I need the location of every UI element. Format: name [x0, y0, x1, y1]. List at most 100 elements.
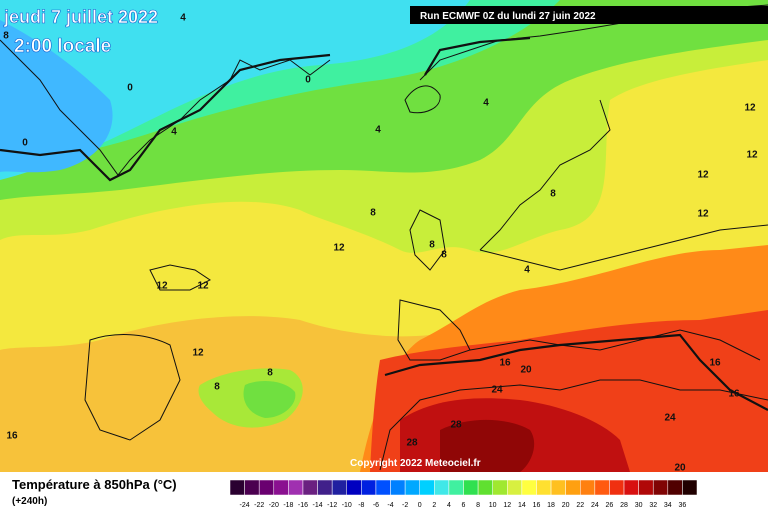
contour-label: 28	[406, 438, 418, 449]
scale-swatch	[492, 479, 508, 496]
run-banner	[410, 6, 768, 24]
scale-label: -24	[240, 502, 250, 509]
scale-swatch	[609, 479, 625, 496]
legend-title: Température à 850hPa (°C)	[12, 477, 177, 492]
scale-swatch	[652, 479, 669, 496]
scale-label: 14	[518, 502, 526, 509]
contour-label: 12	[697, 170, 709, 181]
contour-label: 12	[197, 281, 209, 292]
scale-label: -22	[254, 502, 264, 509]
scale-swatch	[463, 479, 479, 496]
forecast-time: 2:00 locale	[14, 36, 111, 57]
contour-label: 24	[491, 385, 503, 396]
copyright: Copyright 2022 Meteociel.fr	[350, 458, 481, 469]
scale-swatch	[375, 479, 391, 496]
contour-label: 8	[370, 208, 376, 219]
contour-label: 0	[305, 75, 311, 86]
scale-label: 30	[635, 502, 643, 509]
scale-swatch	[273, 479, 289, 496]
contour-label: 0	[127, 83, 133, 94]
scale-swatch	[244, 479, 260, 496]
scale-swatch	[288, 479, 304, 496]
scale-swatch	[419, 479, 435, 496]
contour-label: 12	[156, 281, 168, 292]
scale-label: 4	[447, 502, 451, 509]
scale-label: 16	[533, 502, 541, 509]
scale-label: 0	[418, 502, 422, 509]
contour-label: 8	[3, 31, 9, 42]
contour-label: 28	[450, 420, 462, 431]
scale-label: -4	[387, 502, 393, 509]
contour-label: 4	[171, 127, 177, 138]
contour-label: 16	[6, 431, 18, 442]
scale-swatch	[448, 479, 464, 496]
contour-label: 12	[333, 243, 345, 254]
scale-swatch	[580, 479, 596, 496]
scale-label: -18	[283, 502, 293, 509]
scale-swatch	[258, 479, 275, 496]
contour-label: 8	[429, 240, 435, 251]
contour-label: 8	[214, 382, 220, 393]
scale-label: 8	[476, 502, 480, 509]
scale-swatch	[521, 479, 537, 496]
contour-label: 20	[674, 463, 686, 474]
scale-swatch	[667, 479, 683, 496]
contour-label: 8	[550, 189, 556, 200]
scale-label: -2	[402, 502, 408, 509]
scale-label: -20	[269, 502, 279, 509]
scale-label: -16	[298, 502, 308, 509]
contour-label: 20	[520, 365, 532, 376]
scale-swatch	[638, 479, 654, 496]
scale-label: 24	[591, 502, 599, 509]
scale-swatch	[565, 479, 581, 496]
scale-swatch	[434, 479, 450, 496]
scale-label: 28	[620, 502, 628, 509]
scale-label: 6	[462, 502, 466, 509]
contour-label: 12	[697, 209, 709, 220]
scale-swatch	[550, 479, 566, 496]
contour-label: 12	[744, 103, 756, 114]
isotherms	[0, 36, 768, 411]
contour-label: 16	[728, 389, 740, 400]
scale-label: -12	[327, 502, 337, 509]
scale-label: 18	[547, 502, 555, 509]
scale-swatch	[682, 479, 698, 496]
contour-label: 4	[483, 98, 489, 109]
scale-swatch	[477, 479, 493, 496]
scale-label: 32	[649, 502, 657, 509]
contour-label: 0	[22, 138, 28, 149]
scale-swatch	[507, 479, 523, 496]
scale-label: 12	[503, 502, 511, 509]
scale-swatch	[594, 479, 610, 496]
temperature-field	[0, 0, 768, 472]
scale-label: 26	[606, 502, 614, 509]
contour-label: 8	[267, 368, 273, 379]
contour-label: 4	[524, 265, 530, 276]
scale-label: -14	[313, 502, 323, 509]
scale-swatch	[229, 479, 245, 496]
legend-lead: (+240h)	[12, 496, 47, 507]
scale-label: -6	[373, 502, 379, 509]
scale-label: 22	[576, 502, 584, 509]
contour-label: 16	[499, 358, 511, 369]
contour-label: 12	[746, 150, 758, 161]
contour-label: 24	[664, 413, 676, 424]
scale-label: 10	[489, 502, 497, 509]
contour-label: 8	[441, 250, 447, 261]
color-scale: -24 -22 -20 -18 -16 -14 -12 -10 -8 -6 -4 -2 0 2 4 6 8 10 1…	[229, 479, 698, 509]
scale-swatch	[390, 479, 406, 496]
scale-swatch	[331, 479, 347, 496]
run-info: Run ECMWF 0Z du lundi 27 juin 2022	[420, 11, 596, 22]
contour-label: 12	[192, 348, 204, 359]
scale-swatch	[536, 479, 552, 496]
scale-swatch	[317, 479, 333, 496]
scale-label: 20	[562, 502, 570, 509]
scale-label: 2	[432, 502, 436, 509]
contour-label: 4	[375, 125, 381, 136]
scale-swatch	[404, 479, 420, 496]
scale-swatch	[302, 479, 318, 496]
scale-label: 34	[664, 502, 672, 509]
scale-label: 36	[679, 502, 687, 509]
